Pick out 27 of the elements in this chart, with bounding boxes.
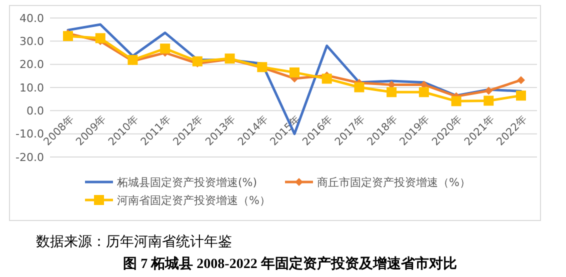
y-tick-label: 30.0 (20, 35, 44, 48)
legend-label: 河南省固定资产投资增速（%） (117, 194, 270, 207)
y-tick-label: 40.0 (20, 12, 44, 25)
text: 图 7 柘城县 2008-2022 年固定资产投资及增速省市对比 (123, 255, 457, 272)
legend-label: 柘城县固定资产投资增速(%) (116, 176, 258, 189)
y-tick-label: -10.0 (16, 128, 44, 141)
point (63, 31, 73, 42)
legend-label: 商丘市固定资产投资增速（%） (317, 176, 470, 189)
point (451, 96, 462, 106)
point (386, 87, 397, 98)
point (322, 74, 332, 84)
point (517, 76, 525, 84)
point (160, 44, 170, 54)
point (192, 56, 202, 66)
point (516, 90, 526, 101)
y-tick-label: -20.0 (16, 150, 44, 164)
point (354, 82, 364, 92)
y-tick-label: 0.0 (26, 104, 44, 118)
point (128, 54, 138, 65)
source-note: 数据来源：历年河南省统计年鉴 (36, 234, 232, 250)
point (290, 67, 300, 78)
y-tick-label: 10.0 (20, 81, 44, 94)
point (484, 86, 493, 95)
point (95, 33, 106, 44)
point (484, 96, 494, 106)
point (418, 87, 429, 98)
y-tick-label: 20.0 (20, 58, 44, 72)
